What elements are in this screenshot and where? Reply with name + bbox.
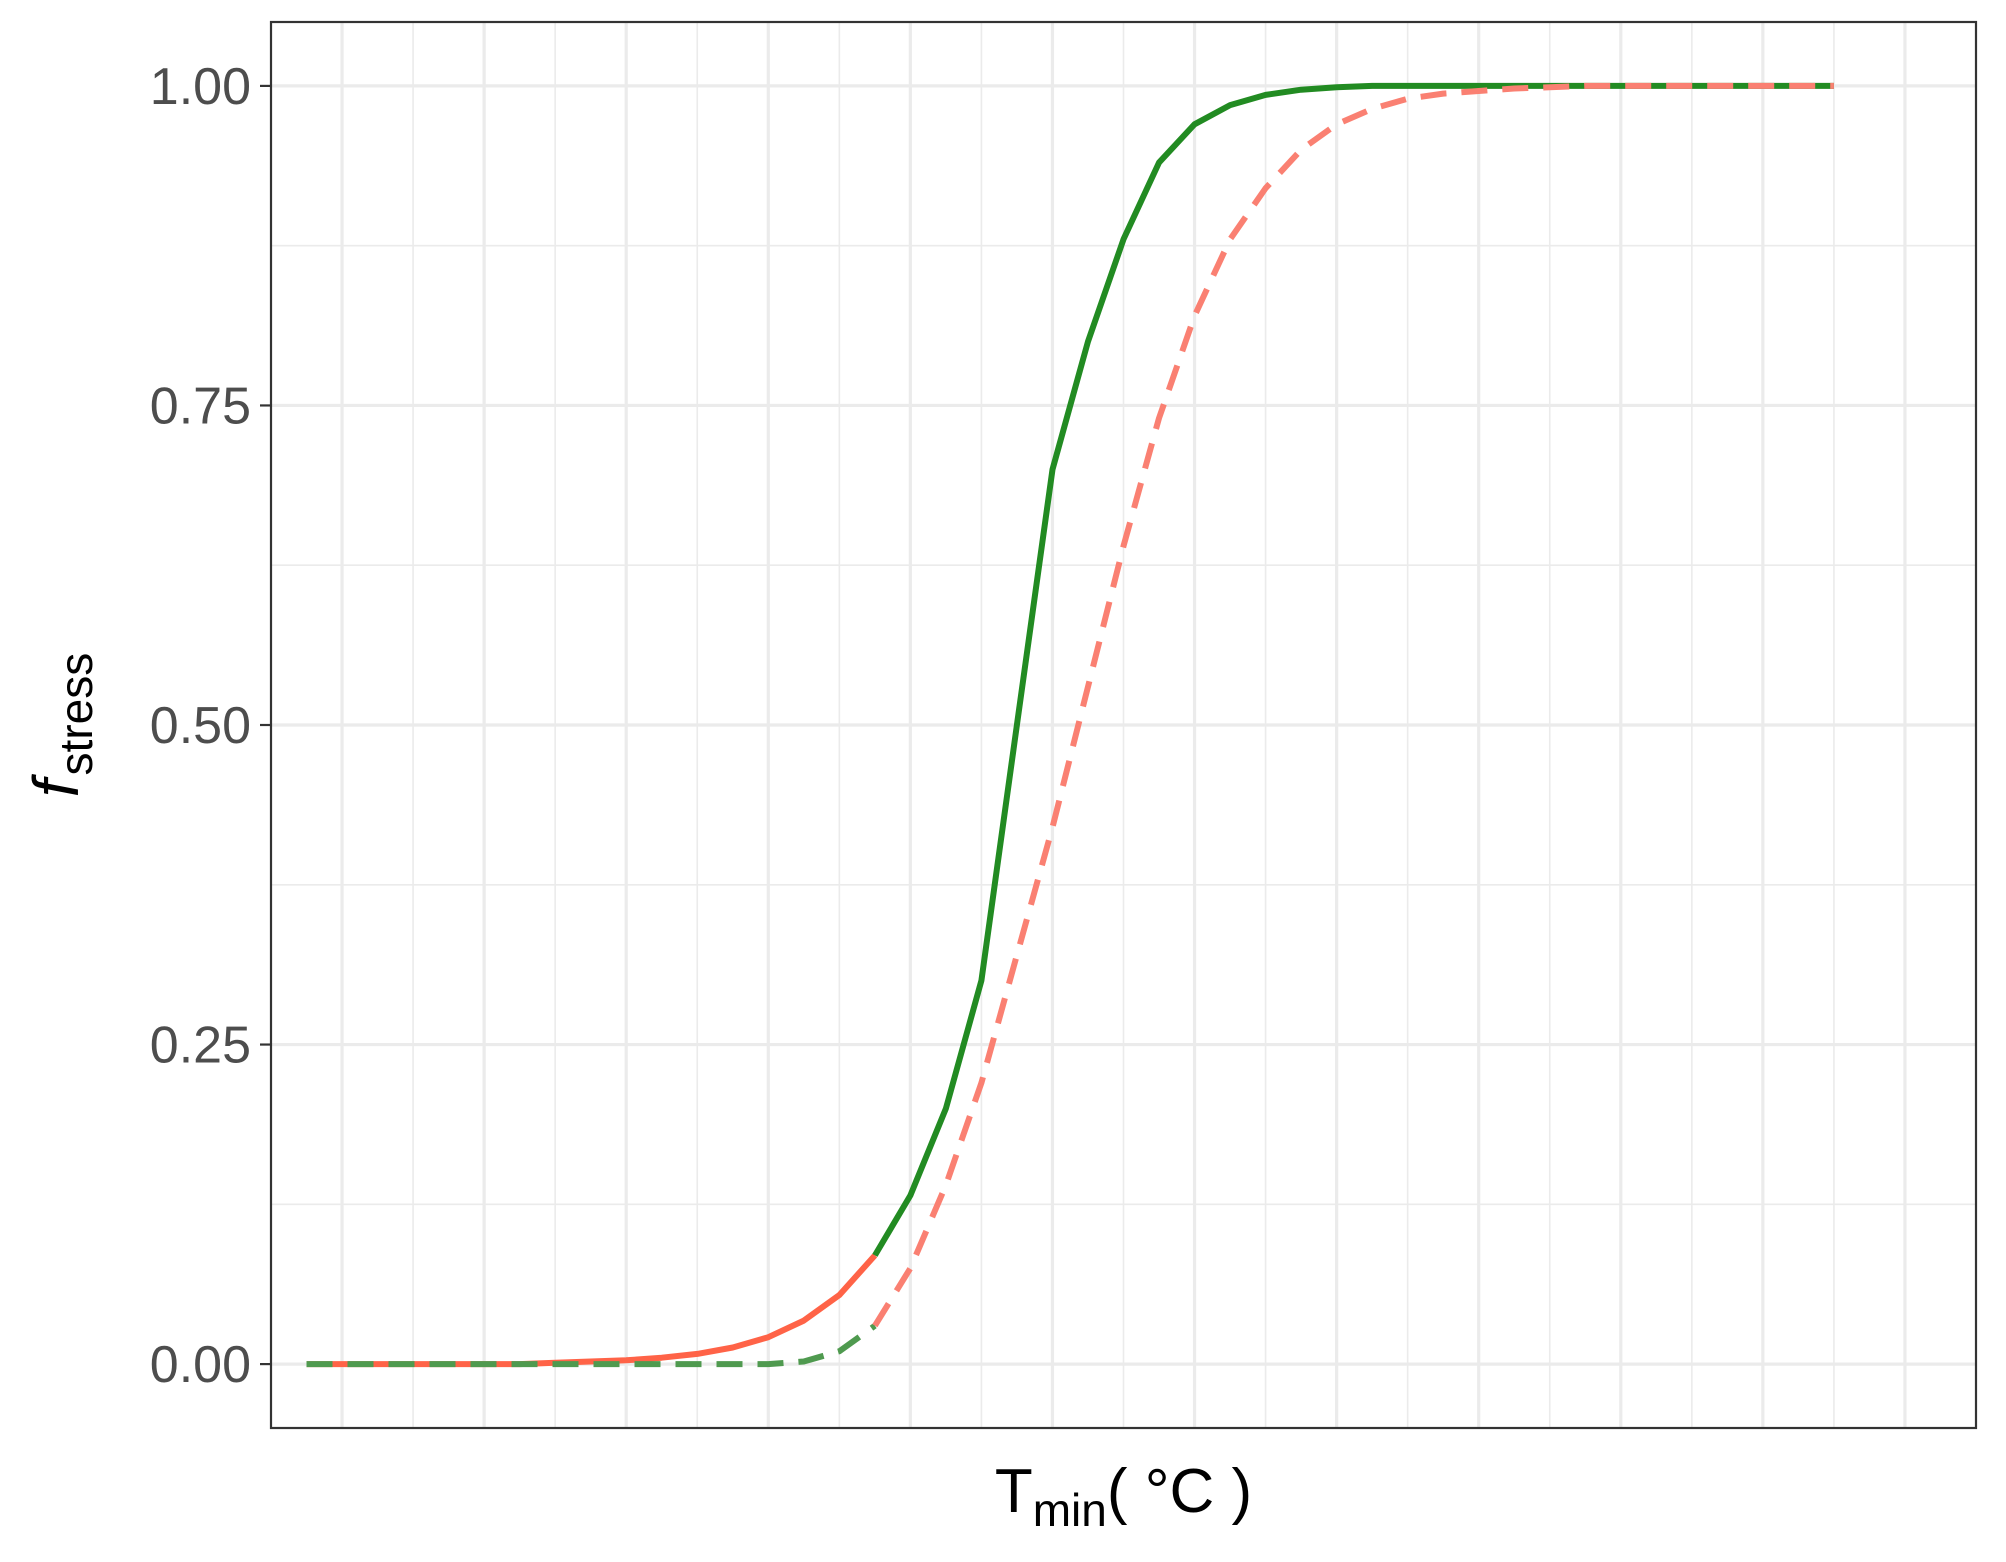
y-tick-label: 0.00 — [150, 1336, 251, 1394]
series-2-dashed-low-segment — [306, 1323, 877, 1368]
series-1-solid-high-segment — [872, 82, 1834, 1257]
y-tick-label: 0.25 — [150, 1017, 251, 1075]
x-axis-title-rest: ( °C ) — [1107, 1457, 1252, 1526]
x-axis-title-subscript: min — [1033, 1484, 1107, 1536]
x-axis-title-main: T — [995, 1457, 1033, 1526]
y-axis-title: fstress — [20, 653, 102, 797]
y-axis-title-subscript: stress — [50, 653, 102, 776]
x-axis-title: Tmin( °C ) — [995, 1457, 1252, 1536]
y-axis-title-main: f — [20, 773, 92, 797]
y-tick-label: 0.50 — [150, 697, 251, 755]
major-gridlines — [271, 22, 1976, 1428]
y-axis-ticks — [260, 84, 271, 1366]
series-lines — [306, 82, 1834, 1368]
series-2-dashed-high-segment — [872, 82, 1834, 1328]
y-tick-label: 1.00 — [150, 58, 251, 116]
series-1-solid-low-segment — [306, 1253, 878, 1368]
y-axis-tick-labels: 0.00 0.25 0.50 0.75 1.00 — [150, 58, 251, 1394]
y-tick-label: 0.75 — [150, 377, 251, 435]
